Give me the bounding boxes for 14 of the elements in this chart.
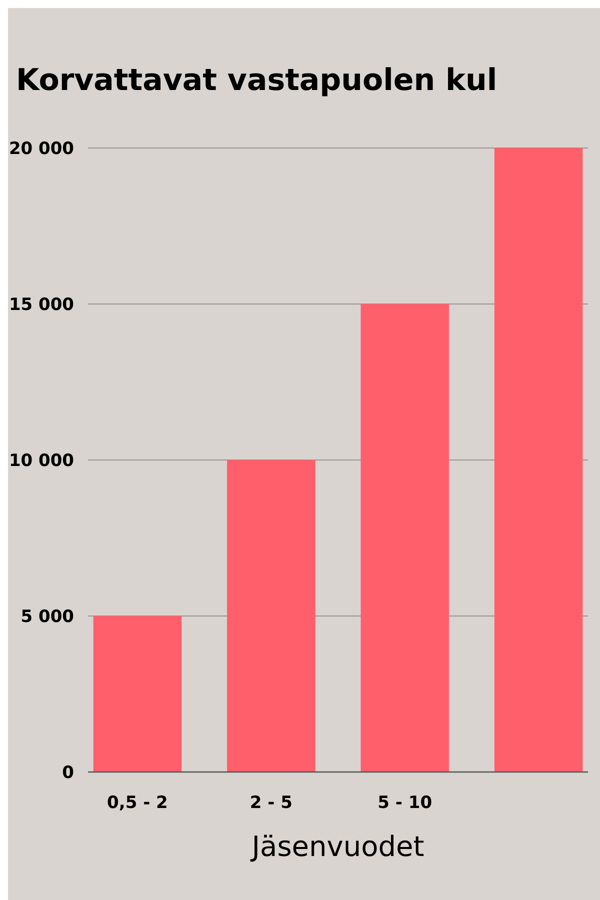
- x-tick-label: 2 - 5: [250, 793, 292, 813]
- x-tick-label: 5 - 10: [378, 793, 432, 813]
- y-tick-label: 0: [62, 762, 74, 783]
- y-tick-label: 15 000: [8, 294, 74, 315]
- y-tick-label: 10 000: [8, 450, 74, 471]
- y-tick-label: 5 000: [20, 606, 74, 627]
- x-tick-label: 0,5 - 2: [107, 793, 168, 813]
- bar: [227, 460, 316, 772]
- x-axis-title: Jäsenvuodet: [250, 830, 424, 863]
- bar: [360, 304, 449, 772]
- y-tick-label: 20 000: [8, 138, 74, 159]
- bar: [93, 616, 182, 772]
- bar: [494, 148, 583, 772]
- chart-title: Korvattavat vastapuolen kul: [16, 63, 498, 98]
